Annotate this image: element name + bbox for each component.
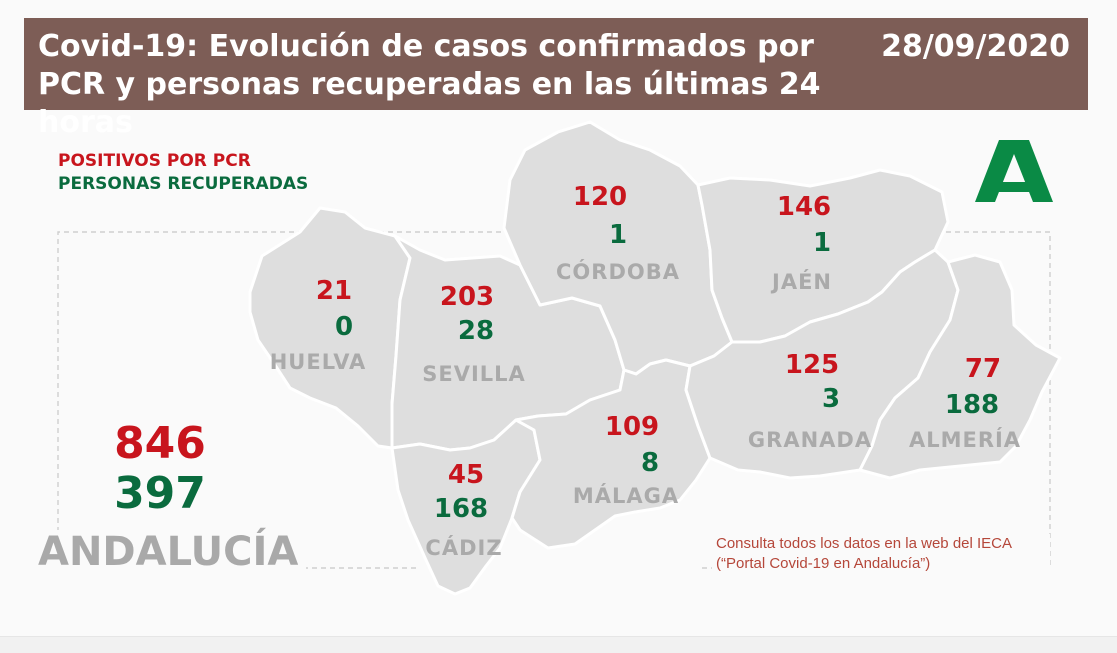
almeria-positives: 77 — [964, 354, 1002, 384]
almeria-label: ALMERÍA — [908, 428, 1022, 452]
sevilla-label: SEVILLA — [422, 362, 526, 386]
cadiz-positives: 45 — [447, 460, 485, 490]
sevilla-positives: 203 — [439, 282, 495, 312]
total-recovered: 397 — [114, 468, 206, 519]
province-malaga-shape — [510, 358, 712, 550]
jaen-label: JAÉN — [772, 270, 832, 294]
province-almeria-shape — [858, 253, 1062, 480]
granada-positives: 125 — [784, 350, 840, 380]
page-title: Covid-19: Evolución de casos confirmados… — [38, 29, 821, 140]
cordoba-label: CÓRDOBA — [556, 260, 680, 284]
region-label: ANDALUCÍA — [38, 530, 307, 574]
province-huelva-shape — [248, 206, 412, 450]
jaen-positives: 146 — [776, 192, 832, 222]
cadiz-label: CÁDIZ — [425, 536, 503, 560]
malaga-recovered: 8 — [640, 448, 660, 478]
cordoba-recovered: 1 — [608, 220, 628, 250]
granada-recovered: 3 — [821, 384, 841, 414]
dashed-frame — [57, 231, 1051, 569]
legend-positives: POSITIVOS POR PCR — [58, 151, 251, 171]
granada-label: GRANADA — [747, 428, 873, 452]
bottom-strip — [0, 636, 1117, 653]
malaga-positives: 109 — [604, 412, 660, 442]
malaga-label: MÁLAGA — [572, 484, 680, 508]
almeria-recovered: 188 — [944, 390, 1000, 420]
total-positives: 846 — [114, 418, 206, 469]
huelva-label: HUELVA — [269, 350, 367, 374]
report-date: 28/09/2020 — [881, 29, 1070, 64]
cadiz-recovered: 168 — [433, 494, 489, 524]
cordoba-positives: 120 — [572, 182, 628, 212]
legend-recovered: PERSONAS RECUPERADAS — [58, 174, 309, 194]
sevilla-recovered: 28 — [457, 316, 495, 346]
source-note: Consulta todos los datos en la web del I… — [712, 534, 1050, 574]
huelva-recovered: 0 — [334, 312, 354, 342]
junta-andalucia-logo-icon — [975, 140, 1053, 202]
huelva-positives: 21 — [315, 276, 353, 306]
andalucia-map — [57, 120, 1062, 596]
jaen-recovered: 1 — [812, 228, 832, 258]
title-banner: Covid-19: Evolución de casos confirmados… — [24, 18, 1088, 140]
